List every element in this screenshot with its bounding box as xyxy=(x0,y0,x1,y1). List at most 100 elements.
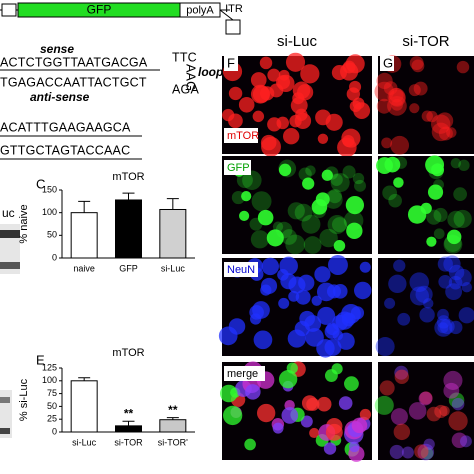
cell xyxy=(436,112,454,130)
cell xyxy=(433,228,445,240)
cell xyxy=(286,362,298,374)
cell xyxy=(446,229,462,245)
cell xyxy=(417,443,435,461)
cell xyxy=(420,446,434,460)
cell xyxy=(390,135,410,155)
cell xyxy=(285,234,306,255)
cell xyxy=(244,438,256,451)
channel-label: GFP xyxy=(227,162,250,174)
cell xyxy=(218,326,238,346)
cell xyxy=(387,87,406,106)
cell xyxy=(250,72,267,88)
cell xyxy=(433,179,444,191)
x-tick-label: si-TOR' xyxy=(158,437,188,447)
cell xyxy=(408,84,421,97)
cell xyxy=(376,157,393,175)
y-axis-label: % si-Luc xyxy=(18,378,30,421)
y-tick-label: 50 xyxy=(47,401,57,411)
cell xyxy=(443,370,463,390)
cell xyxy=(448,275,463,290)
cell xyxy=(324,190,343,209)
cell xyxy=(298,167,312,181)
cell xyxy=(319,228,338,248)
polya-label: polyA xyxy=(186,4,214,16)
cell xyxy=(301,395,318,411)
significance: ** xyxy=(124,406,134,420)
cell xyxy=(376,98,392,114)
cell xyxy=(298,274,315,291)
cell xyxy=(426,236,437,247)
cell xyxy=(300,415,313,428)
y-tick-label: 125 xyxy=(42,362,57,372)
column-title: si-TOR xyxy=(402,33,449,50)
cell xyxy=(453,187,468,202)
cell xyxy=(295,289,311,305)
cell xyxy=(375,337,395,357)
bar xyxy=(70,380,98,433)
cell xyxy=(304,315,322,332)
cell xyxy=(426,209,442,225)
cell xyxy=(431,114,451,134)
error-bar xyxy=(122,192,135,200)
y-tick-label: 0 xyxy=(52,252,57,262)
cell xyxy=(267,117,282,132)
x-tick-label: GFP xyxy=(119,263,138,273)
cell xyxy=(421,110,433,122)
cell xyxy=(388,274,407,294)
cell xyxy=(297,84,314,101)
x-tick-label: naive xyxy=(73,263,95,273)
cell xyxy=(451,397,465,411)
antisense-label: anti-sense xyxy=(30,90,90,104)
itr-box xyxy=(225,19,241,35)
micrograph xyxy=(378,258,474,356)
cell xyxy=(428,164,444,180)
cell xyxy=(413,81,428,96)
cell xyxy=(327,214,347,235)
cell xyxy=(325,113,343,131)
cell xyxy=(222,108,235,122)
gfp-label: GFP xyxy=(87,3,112,17)
construct-box xyxy=(1,3,17,17)
cell xyxy=(423,438,435,450)
cell xyxy=(261,136,281,157)
cell xyxy=(409,103,420,114)
cell xyxy=(390,408,408,426)
cell xyxy=(266,229,284,247)
cell xyxy=(278,163,292,177)
bar xyxy=(115,425,142,433)
label-bg xyxy=(224,160,251,175)
cell xyxy=(331,217,348,233)
cell xyxy=(316,339,335,358)
cell xyxy=(394,365,409,380)
cell xyxy=(317,306,336,325)
cell xyxy=(433,207,448,223)
cell xyxy=(257,209,274,226)
letter-bg xyxy=(224,56,238,71)
cell xyxy=(389,444,404,459)
channel-label: NeuN xyxy=(227,264,255,276)
label-bg xyxy=(224,262,258,277)
cell xyxy=(309,427,320,439)
cell xyxy=(384,297,396,309)
cell xyxy=(342,165,356,179)
label-bg xyxy=(224,366,265,381)
cell xyxy=(275,221,293,239)
cell xyxy=(449,320,463,335)
micrographs xyxy=(218,52,474,462)
y-tick-label: 25 xyxy=(47,414,57,424)
x-tick-label: si-TOR xyxy=(114,437,143,447)
cell xyxy=(238,96,255,113)
cell xyxy=(448,264,465,281)
cell xyxy=(458,307,474,324)
cell xyxy=(409,286,429,306)
cell xyxy=(281,407,299,424)
blot-band xyxy=(0,230,20,238)
cell xyxy=(330,173,350,193)
cell xyxy=(256,403,276,423)
cell xyxy=(459,435,472,448)
cell xyxy=(431,122,451,142)
cell xyxy=(301,214,321,234)
loop-side: AAG xyxy=(184,64,198,91)
cell xyxy=(411,59,425,73)
cell xyxy=(312,204,327,218)
